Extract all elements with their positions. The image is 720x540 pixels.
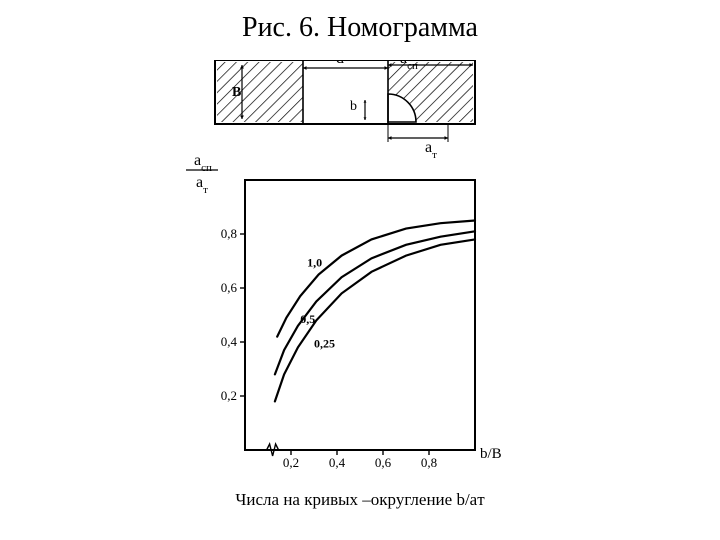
svg-text:aсп: aсп bbox=[194, 152, 212, 174]
svg-text:0,2: 0,2 bbox=[221, 388, 237, 403]
svg-text:0,25: 0,25 bbox=[314, 336, 335, 350]
svg-text:0,8: 0,8 bbox=[421, 455, 437, 470]
svg-text:0,8: 0,8 bbox=[221, 226, 237, 241]
figure-caption: Числа на кривых –округление b/aт bbox=[0, 490, 720, 510]
nomogram-chart: 0,20,40,60,80,20,40,60,8aспaтb/B1,00,50,… bbox=[186, 152, 502, 470]
svg-text:aт: aт bbox=[196, 174, 208, 196]
svg-text:0,6: 0,6 bbox=[221, 280, 238, 295]
svg-text:0,4: 0,4 bbox=[221, 334, 238, 349]
svg-text:0,4: 0,4 bbox=[329, 455, 346, 470]
svg-text:B: B bbox=[232, 85, 241, 100]
svg-text:b/B: b/B bbox=[480, 446, 502, 462]
svg-text:1,0: 1,0 bbox=[307, 255, 322, 269]
figure-title: Рис. 6. Номограмма bbox=[0, 12, 720, 44]
figure-svg: Bdaспbaт0,20,40,60,80,20,40,60,8aспaтb/B… bbox=[170, 60, 510, 490]
svg-text:b: b bbox=[350, 99, 357, 114]
svg-text:0,2: 0,2 bbox=[283, 455, 299, 470]
top-section-diagram: Bdaспbaт bbox=[215, 60, 475, 161]
nomogram-figure: Bdaспbaт0,20,40,60,80,20,40,60,8aспaтb/B… bbox=[170, 60, 510, 490]
svg-text:d: d bbox=[336, 60, 344, 67]
svg-text:aт: aт bbox=[425, 139, 437, 161]
svg-text:0,6: 0,6 bbox=[375, 455, 392, 470]
